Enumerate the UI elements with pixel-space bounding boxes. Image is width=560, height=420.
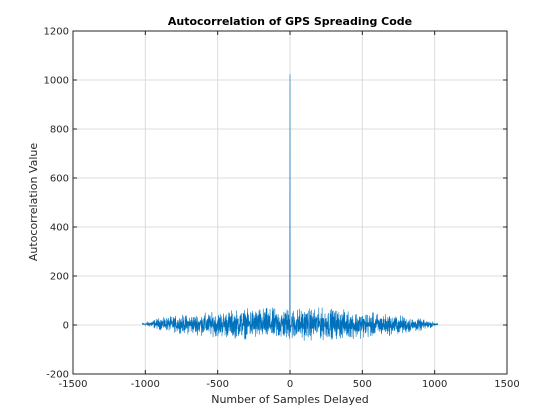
- series-autocorrelation: [141, 74, 439, 341]
- y-tick-label: 400: [50, 223, 69, 234]
- y-axis-label: Autocorrelation Value: [27, 143, 40, 261]
- x-tick-label: 500: [353, 379, 372, 390]
- y-tick-label: 0: [63, 321, 69, 332]
- y-tick-label: -200: [46, 370, 69, 381]
- x-tick-label: 1000: [422, 379, 447, 390]
- x-tick-label: -1500: [58, 379, 87, 390]
- y-tick-label: 200: [50, 272, 69, 283]
- x-tick-label: 0: [287, 379, 293, 390]
- y-tick-label: 1200: [44, 27, 69, 38]
- y-tick-label: 600: [50, 174, 69, 185]
- x-tick-label: -500: [206, 379, 229, 390]
- x-axis-label: Number of Samples Delayed: [211, 393, 369, 406]
- axis-ticks: -1500 -1000 -500 0 500 1000 1500 -200 0 200 400 600…: [44, 27, 520, 391]
- y-tick-label: 1000: [44, 76, 69, 87]
- x-tick-label: 1500: [494, 379, 519, 390]
- autocorrelation-line: [141, 74, 439, 341]
- y-tick-label: 800: [50, 125, 69, 136]
- x-tick-label: -1000: [131, 379, 160, 390]
- chart-title: Autocorrelation of GPS Spreading Code: [168, 15, 412, 28]
